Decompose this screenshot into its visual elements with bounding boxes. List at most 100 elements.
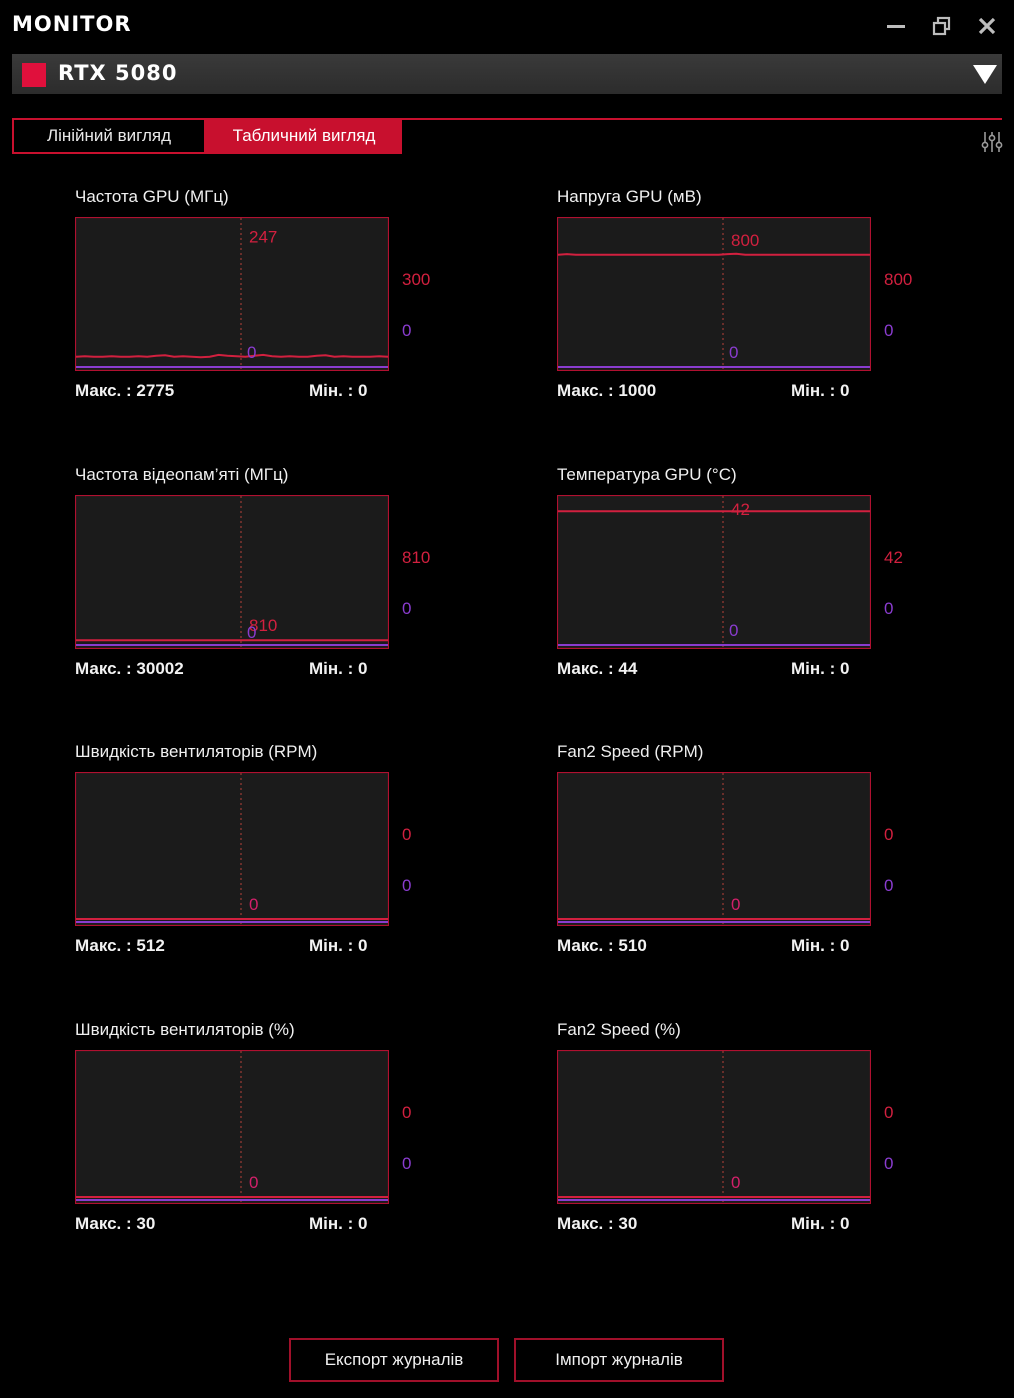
settings-sliders-icon[interactable]: [980, 130, 1004, 154]
restore-icon: [932, 16, 951, 36]
monitor-panel: Швидкість вентиляторів (RPM) 0 0 0 Макс. : 5…: [75, 742, 495, 972]
graph-svg: 247 0: [75, 217, 389, 371]
metric-graph[interactable]: 0: [75, 772, 389, 926]
max-stat: Макс. : 30: [557, 1214, 637, 1234]
max-value: 44: [618, 659, 638, 678]
graph-svg: 0: [75, 772, 389, 926]
max-label: Макс. :: [557, 659, 614, 678]
cursor-value-label: 810: [249, 616, 277, 635]
max-value: 2775: [136, 381, 175, 400]
panel-title: Fan2 Speed (RPM): [557, 742, 704, 761]
restore-button[interactable]: [930, 14, 954, 38]
graph-svg: 0: [557, 772, 871, 926]
device-name: RTX 5080: [58, 61, 178, 85]
graph-svg: 0: [75, 1050, 389, 1204]
device-selector[interactable]: RTX 5080: [12, 54, 1002, 94]
tab-table-view[interactable]: Табличний вигляд: [206, 120, 402, 154]
current-value-readout: 300: [402, 270, 431, 289]
current-value-readout: 810: [402, 548, 431, 567]
cursor-value-label: 247: [249, 228, 277, 247]
view-tabs: Лінійний вигляд Табличний вигляд: [12, 120, 402, 154]
min-label: Мін. :: [309, 381, 354, 400]
max-stat: Макс. : 30002: [75, 659, 184, 679]
metric-graph[interactable]: 0: [557, 1050, 871, 1204]
metric-graph[interactable]: 0: [557, 772, 871, 926]
min-stat: Мін. : 0: [791, 381, 849, 401]
current-value-readout: 0: [402, 1103, 412, 1122]
min-value: 0: [358, 381, 368, 400]
close-icon: [978, 17, 996, 35]
max-label: Макс. :: [557, 1214, 614, 1233]
monitor-panel: Fan2 Speed (RPM) 0 0 0 Макс. : 510 Мін. : 0: [557, 742, 977, 972]
cursor-value-label: 0: [731, 1173, 740, 1192]
graph-svg: 0: [557, 1050, 871, 1204]
panel-title: Fan2 Speed (%): [557, 1020, 681, 1039]
current-value-readout: 0: [402, 825, 412, 844]
min-value-readout: 0: [884, 599, 894, 618]
min-stat: Мін. : 0: [309, 1214, 367, 1234]
cursor-value-label: 42: [731, 500, 750, 519]
min-label: Мін. :: [309, 659, 354, 678]
min-value: 0: [358, 936, 368, 955]
max-stat: Макс. : 30: [75, 1214, 155, 1234]
minimize-button[interactable]: [884, 14, 908, 38]
max-stat: Макс. : 1000: [557, 381, 656, 401]
min-label: Мін. :: [309, 1214, 354, 1233]
panel-title: Швидкість вентиляторів (RPM): [75, 742, 318, 761]
close-button[interactable]: [975, 14, 999, 38]
min-stat: Мін. : 0: [309, 381, 367, 401]
monitor-panel: Fan2 Speed (%) 0 0 0 Макс. : 30 Мін. : 0: [557, 1020, 977, 1250]
graph-frame: [75, 217, 389, 371]
min-value: 0: [358, 1214, 368, 1233]
min-label: Мін. :: [791, 936, 836, 955]
max-label: Макс. :: [75, 381, 132, 400]
min-value: 0: [358, 659, 368, 678]
min-value: 0: [840, 659, 850, 678]
graph-frame: [75, 772, 389, 926]
min-value-readout: 0: [402, 876, 412, 895]
metric-graph[interactable]: 810 0: [75, 495, 389, 649]
monitor-panel: Температура GPU (°C) 42 0 42 0 Макс. : 44 Мін.…: [557, 465, 977, 695]
metric-graph[interactable]: 800 0: [557, 217, 871, 371]
max-label: Макс. :: [75, 659, 132, 678]
cursor-value-label: 0: [249, 895, 258, 914]
tab-underline: [12, 118, 1002, 120]
metric-graph[interactable]: 42 0: [557, 495, 871, 649]
max-stat: Макс. : 44: [557, 659, 637, 679]
max-stat: Макс. : 512: [75, 936, 165, 956]
dropdown-arrow-icon: [973, 65, 997, 84]
cursor-value-label: 800: [731, 231, 759, 250]
export-logs-button[interactable]: Експорт журналів: [289, 1338, 499, 1382]
current-series-line: [557, 252, 870, 256]
min-value-readout: 0: [402, 321, 412, 340]
min-stat: Мін. : 0: [791, 1214, 849, 1234]
panel-title: Частота відеопам’яті (МГц): [75, 465, 289, 484]
monitor-panel: Частота відеопам’яті (МГц) 810 0 810 0 Макс. …: [75, 465, 495, 695]
graph-svg: 42 0: [557, 495, 871, 649]
graph-frame: [557, 217, 871, 371]
graph-frame: [557, 1050, 871, 1204]
cursor-min-value-label: 0: [729, 343, 738, 362]
cursor-min-value-label: 0: [247, 343, 256, 362]
cursor-min-value-label: 0: [247, 623, 256, 642]
import-logs-button[interactable]: Імпорт журналів: [514, 1338, 724, 1382]
metric-graph[interactable]: 0: [75, 1050, 389, 1204]
min-value-readout: 0: [884, 321, 894, 340]
graph-frame: [75, 1050, 389, 1204]
metric-graph[interactable]: 247 0: [75, 217, 389, 371]
min-stat: Мін. : 0: [791, 659, 849, 679]
monitor-panel: Напруга GPU (мВ) 800 0 800 0 Макс. : 1000 Мін.…: [557, 187, 977, 417]
cursor-value-label: 0: [731, 895, 740, 914]
max-value: 30002: [136, 659, 184, 678]
min-label: Мін. :: [791, 659, 836, 678]
max-label: Макс. :: [75, 1214, 132, 1233]
min-stat: Мін. : 0: [791, 936, 849, 956]
panel-title: Температура GPU (°C): [557, 465, 737, 484]
cursor-min-value-label: 0: [729, 621, 738, 640]
current-series-line: [75, 353, 389, 359]
app-title: MONITOR: [12, 12, 132, 36]
current-value-readout: 800: [884, 270, 913, 289]
graph-frame: [557, 495, 871, 649]
tab-line-view[interactable]: Лінійний вигляд: [12, 120, 206, 154]
